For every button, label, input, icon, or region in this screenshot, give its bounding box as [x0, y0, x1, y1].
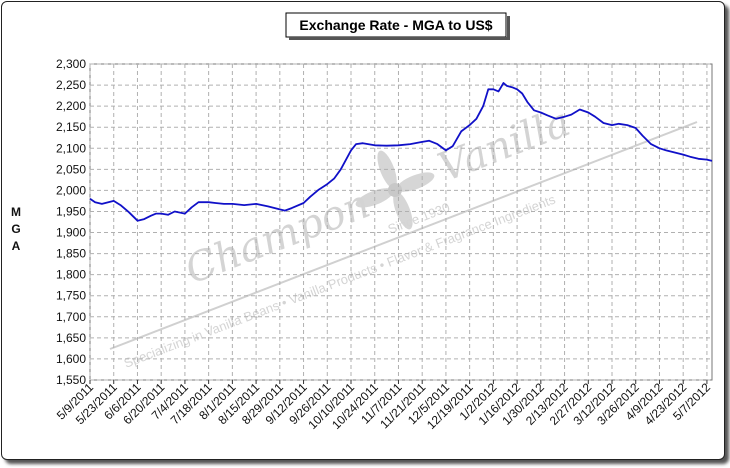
- champon-vanilla-watermark: Champon Vanilla Since 1930 Specializing …: [109, 99, 698, 371]
- series-line: [89, 82, 713, 222]
- grid-layer: [89, 63, 713, 381]
- axis-layer: 1,550 1,600 1,650 1,700 1,750 1,800 1,850 1,900…: [54, 57, 713, 432]
- y-tick-label: 2,200: [56, 99, 86, 113]
- y-tick-label: 1,650: [56, 331, 86, 345]
- y-tick-label: 1,950: [56, 204, 86, 218]
- watermark-rule: [109, 121, 698, 350]
- y-tick-label: 1,850: [56, 247, 86, 261]
- y-tick-label: 1,800: [56, 268, 86, 282]
- series-layer: [89, 82, 713, 222]
- y-tick-label: 1,550: [56, 373, 86, 387]
- y-tick-label: 2,300: [56, 57, 86, 71]
- y-tick-label: 1,700: [56, 310, 86, 324]
- y-axis-label-letter-3: A: [12, 239, 21, 253]
- chart-title: Exchange Rate - MGA to US$: [299, 17, 492, 33]
- y-tick-label: 2,100: [56, 141, 86, 155]
- y-tick-label: 2,050: [56, 162, 86, 176]
- y-tick-label: 1,900: [56, 226, 86, 240]
- title-box-border: [285, 12, 507, 38]
- y-axis-label-letter-2: G: [11, 222, 20, 236]
- y-tick-label: 1,600: [56, 352, 86, 366]
- y-tick-label: 2,250: [56, 78, 86, 92]
- y-axis-label-letter-1: M: [11, 205, 21, 219]
- y-tick-label: 2,150: [56, 120, 86, 134]
- title-box-shadow: [507, 16, 510, 40]
- y-tick-label: 2,000: [56, 183, 86, 197]
- chart-title-box: Exchange Rate - MGA to US$: [285, 12, 510, 40]
- title-box-shadow-bottom: [289, 37, 510, 40]
- y-tick-label: 1,750: [56, 289, 86, 303]
